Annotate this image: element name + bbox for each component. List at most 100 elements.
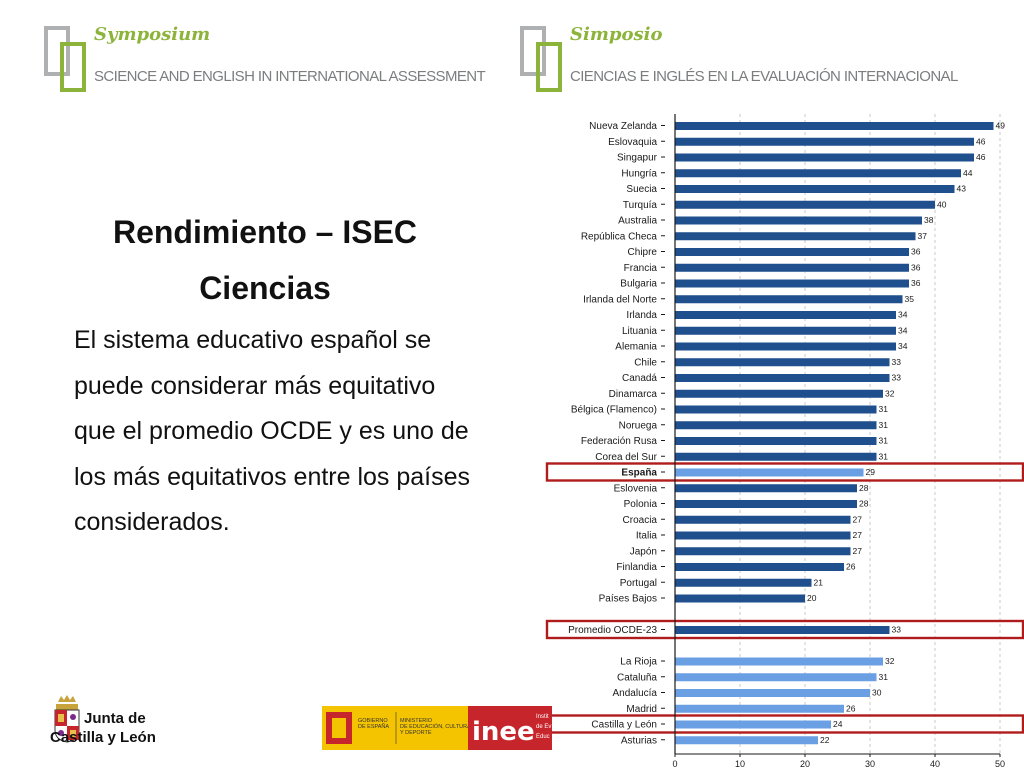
slide-body-text: El sistema educativo español se puede co… <box>74 326 471 536</box>
bar-label: Bulgaria <box>620 279 657 290</box>
bar <box>675 358 890 367</box>
bar-value: 49 <box>996 121 1006 131</box>
simposio-subtitle: CIENCIAS E INGLÉS EN LA EVALUACIÓN INTER… <box>570 68 958 85</box>
bar <box>675 437 877 445</box>
x-tick-label: 20 <box>800 759 810 768</box>
bar-value: 29 <box>866 467 876 477</box>
bar-value: 31 <box>879 404 889 414</box>
bar-value: 31 <box>879 672 889 682</box>
bar <box>675 200 935 209</box>
bar-value: 31 <box>879 451 889 461</box>
bar <box>675 232 916 241</box>
bar-value: 40 <box>937 199 947 209</box>
x-tick-label: 40 <box>930 759 940 768</box>
bar <box>675 673 877 682</box>
bar <box>675 578 812 587</box>
symposium-mark-icon <box>44 26 86 92</box>
inee-logo-text: inee <box>472 717 535 747</box>
x-tick-label: 30 <box>865 759 875 768</box>
bar-value: 43 <box>957 184 967 194</box>
gobierno-ministerio-inee-logo: GOBIERNO DE ESPAÑA MINISTERIO DE EDUCACI… <box>322 706 552 750</box>
bar-label: Chile <box>634 357 657 368</box>
bar-value: 35 <box>905 294 915 304</box>
bar <box>675 153 974 162</box>
bar-value: 33 <box>892 373 902 383</box>
x-tick-label: 0 <box>672 759 677 768</box>
bar-label: Canadá <box>622 373 657 384</box>
gobierno-line2: DE ESPAÑA <box>358 723 389 730</box>
bar <box>675 657 883 666</box>
bar <box>675 169 961 178</box>
bar-value: 44 <box>963 168 973 178</box>
simposio-mark-icon <box>520 26 562 92</box>
bar-value: 28 <box>859 499 869 509</box>
bar <box>675 626 890 634</box>
bar-value: 46 <box>976 152 986 162</box>
bar-label: Francia <box>624 263 658 274</box>
bar-value: 28 <box>859 483 869 493</box>
ministerio-line2: DE EDUCACIÓN, CULTURA <box>400 723 471 730</box>
bar-value: 34 <box>898 310 908 320</box>
bar-value: 27 <box>853 514 863 524</box>
bar-label: República Checa <box>581 231 658 242</box>
bar-value: 32 <box>885 656 895 666</box>
bar-label: Eslovenia <box>614 483 658 494</box>
bar-label: Asturias <box>621 735 657 746</box>
simposio-wordmark: Simposio <box>570 24 663 45</box>
bar-label: Alemania <box>615 342 657 353</box>
bar <box>675 468 864 477</box>
bar-label: Países Bajos <box>599 594 657 605</box>
inee-text-line2: de Ev <box>536 724 551 730</box>
bar <box>675 311 896 319</box>
bar-label: Japón <box>630 546 657 557</box>
bar <box>675 689 870 697</box>
bar <box>675 389 883 398</box>
bar <box>675 720 831 729</box>
inee-text-line3: Educ <box>536 734 550 740</box>
bar <box>675 405 877 414</box>
bar-value: 38 <box>924 215 934 225</box>
bar-value: 30 <box>872 688 882 698</box>
bar <box>675 248 909 256</box>
bar-label: Dinamarca <box>609 389 658 400</box>
inee-text-line1: Instit <box>536 714 549 720</box>
bar-label: Portugal <box>620 578 657 589</box>
bar-label: Bélgica (Flamenco) <box>571 405 657 416</box>
bar-label: Noruega <box>619 420 658 431</box>
junta-castilla-leon-wordmark: Junta de Castilla y León <box>50 710 156 746</box>
jcyl-line2: Castilla y León <box>50 729 156 746</box>
bar-label: Irlanda <box>626 310 657 321</box>
bar-label: Finlandia <box>616 562 657 573</box>
highlight-box <box>545 619 1024 640</box>
bar-value: 34 <box>898 341 908 351</box>
junta-castilla-leon-logo: Junta de Castilla y León <box>44 694 156 760</box>
bar-label: Polonia <box>624 499 658 510</box>
bar-value: 36 <box>911 278 921 288</box>
bar-value: 36 <box>911 247 921 257</box>
bar-label: Chipre <box>628 247 658 258</box>
bar <box>675 531 851 540</box>
bar-value: 34 <box>898 325 908 335</box>
bar <box>675 421 877 430</box>
bar <box>675 500 857 508</box>
gobierno-line1: GOBIERNO <box>358 718 388 724</box>
bar-label: Hungría <box>621 168 657 179</box>
bar-value: 33 <box>892 625 902 635</box>
bar <box>675 185 955 193</box>
bar-label: Lituania <box>622 326 657 337</box>
bar-value: 22 <box>820 735 830 745</box>
bar-value: 46 <box>976 136 986 146</box>
bar <box>675 279 909 288</box>
bar-value: 33 <box>892 357 902 367</box>
bar-value: 31 <box>879 420 889 430</box>
bar-label: Cataluña <box>617 672 657 683</box>
bar-value: 27 <box>853 546 863 556</box>
slide-title: Rendimiento – ISEC <box>112 214 418 250</box>
bar-label: Suecia <box>626 184 657 195</box>
bar <box>675 484 857 493</box>
bar <box>675 342 896 351</box>
bar-value: 26 <box>846 703 856 713</box>
bar <box>675 122 994 130</box>
bar-label: Singapur <box>617 153 658 164</box>
bar <box>675 295 903 304</box>
